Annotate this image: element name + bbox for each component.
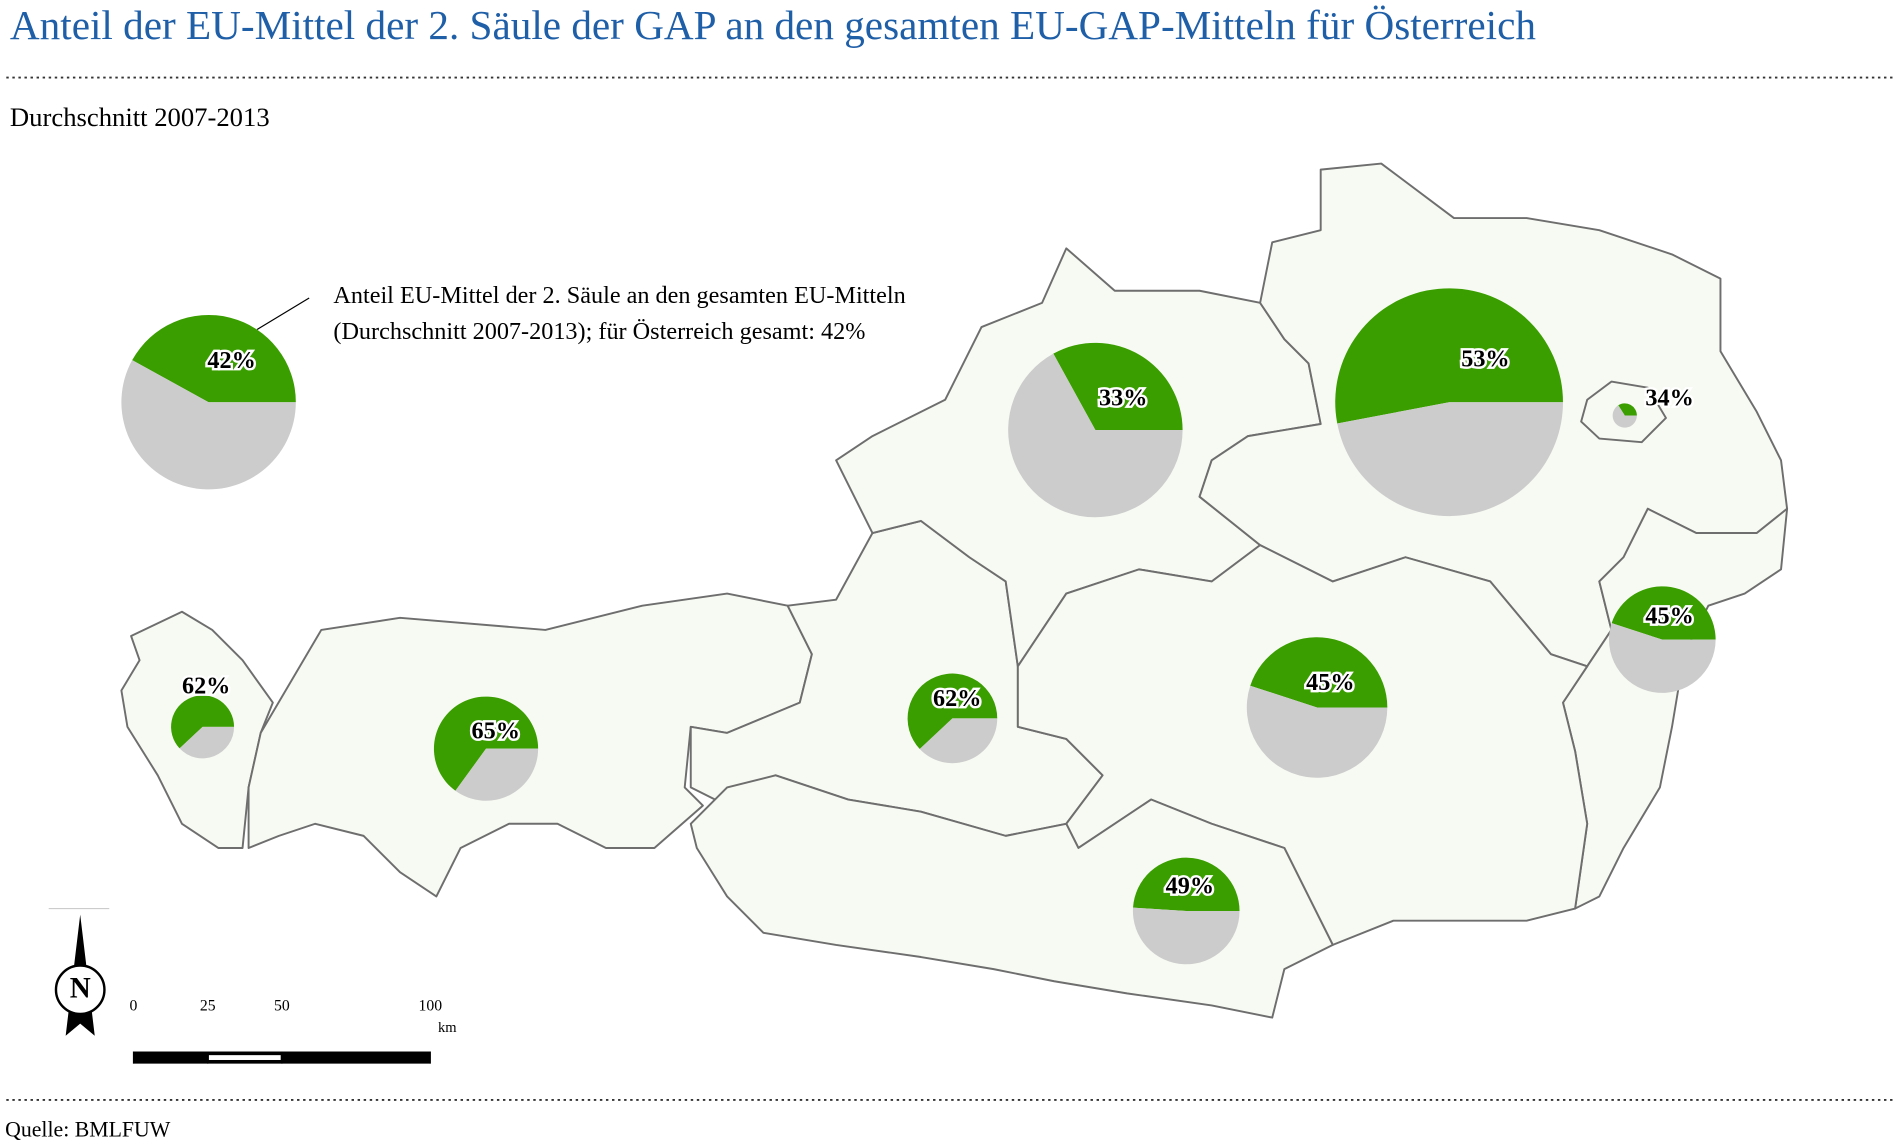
subtitle: Durchschnitt 2007-2013 bbox=[10, 102, 270, 132]
pie-rest bbox=[1132, 907, 1240, 965]
pie-rest bbox=[1246, 685, 1388, 778]
scale-label: 50 bbox=[274, 997, 290, 1014]
pie-slice bbox=[171, 695, 235, 749]
scale-unit: km bbox=[438, 1020, 457, 1036]
pie-label: 65% bbox=[472, 717, 520, 744]
legend-text: (Durchschnitt 2007-2013); für Österreich… bbox=[333, 318, 865, 345]
pie-rest bbox=[455, 748, 539, 801]
pie-rest bbox=[121, 360, 296, 490]
scale-segment bbox=[208, 1055, 281, 1060]
pie-label: 45% bbox=[1645, 602, 1693, 629]
compass bbox=[54, 964, 106, 1016]
pie-rest bbox=[1612, 405, 1637, 428]
scale-label: 100 bbox=[418, 997, 442, 1014]
legend-leader bbox=[256, 297, 310, 331]
pie-slice bbox=[132, 314, 296, 403]
pie-slice bbox=[907, 673, 998, 750]
scale-label: 25 bbox=[200, 997, 216, 1014]
pie-rest bbox=[1609, 623, 1716, 693]
pie-label: 34% bbox=[1645, 384, 1693, 411]
pie-slice bbox=[1611, 586, 1716, 640]
pie-slice bbox=[1335, 288, 1563, 424]
source: Quelle: BMLFUW bbox=[5, 1117, 171, 1141]
pie-rest bbox=[919, 718, 998, 764]
pie-rest bbox=[179, 726, 235, 759]
pie-slice bbox=[1133, 857, 1240, 911]
pie-label: 33% bbox=[1099, 384, 1147, 411]
pie-label: 45% bbox=[1306, 669, 1354, 696]
pie-slice bbox=[1618, 403, 1637, 416]
north-label: N bbox=[70, 973, 91, 1005]
pie-label: 49% bbox=[1166, 873, 1214, 900]
pie-label: 42% bbox=[207, 347, 255, 374]
pies: 42% 62% 65% 62% 33% 53% 34% 45% 45% 49% bbox=[121, 288, 1716, 965]
legend-text: Anteil EU-Mittel der 2. Säule an den ges… bbox=[333, 282, 905, 309]
pie-label: 53% bbox=[1461, 346, 1509, 373]
pie-slice bbox=[433, 696, 539, 791]
pie-rest bbox=[1008, 353, 1183, 518]
scale-label: 0 bbox=[130, 997, 138, 1014]
pie-rest bbox=[1337, 402, 1563, 517]
pie-label: 62% bbox=[933, 685, 981, 712]
pie-slice bbox=[1250, 637, 1388, 708]
pie-label: 62% bbox=[182, 673, 230, 700]
pie-slice bbox=[1053, 342, 1183, 431]
scale-bar: 0 25 50 100 km bbox=[130, 997, 457, 1064]
title: Anteil der EU-Mittel der 2. Säule der GA… bbox=[10, 2, 1536, 48]
north-arrow: N bbox=[48, 907, 110, 1036]
